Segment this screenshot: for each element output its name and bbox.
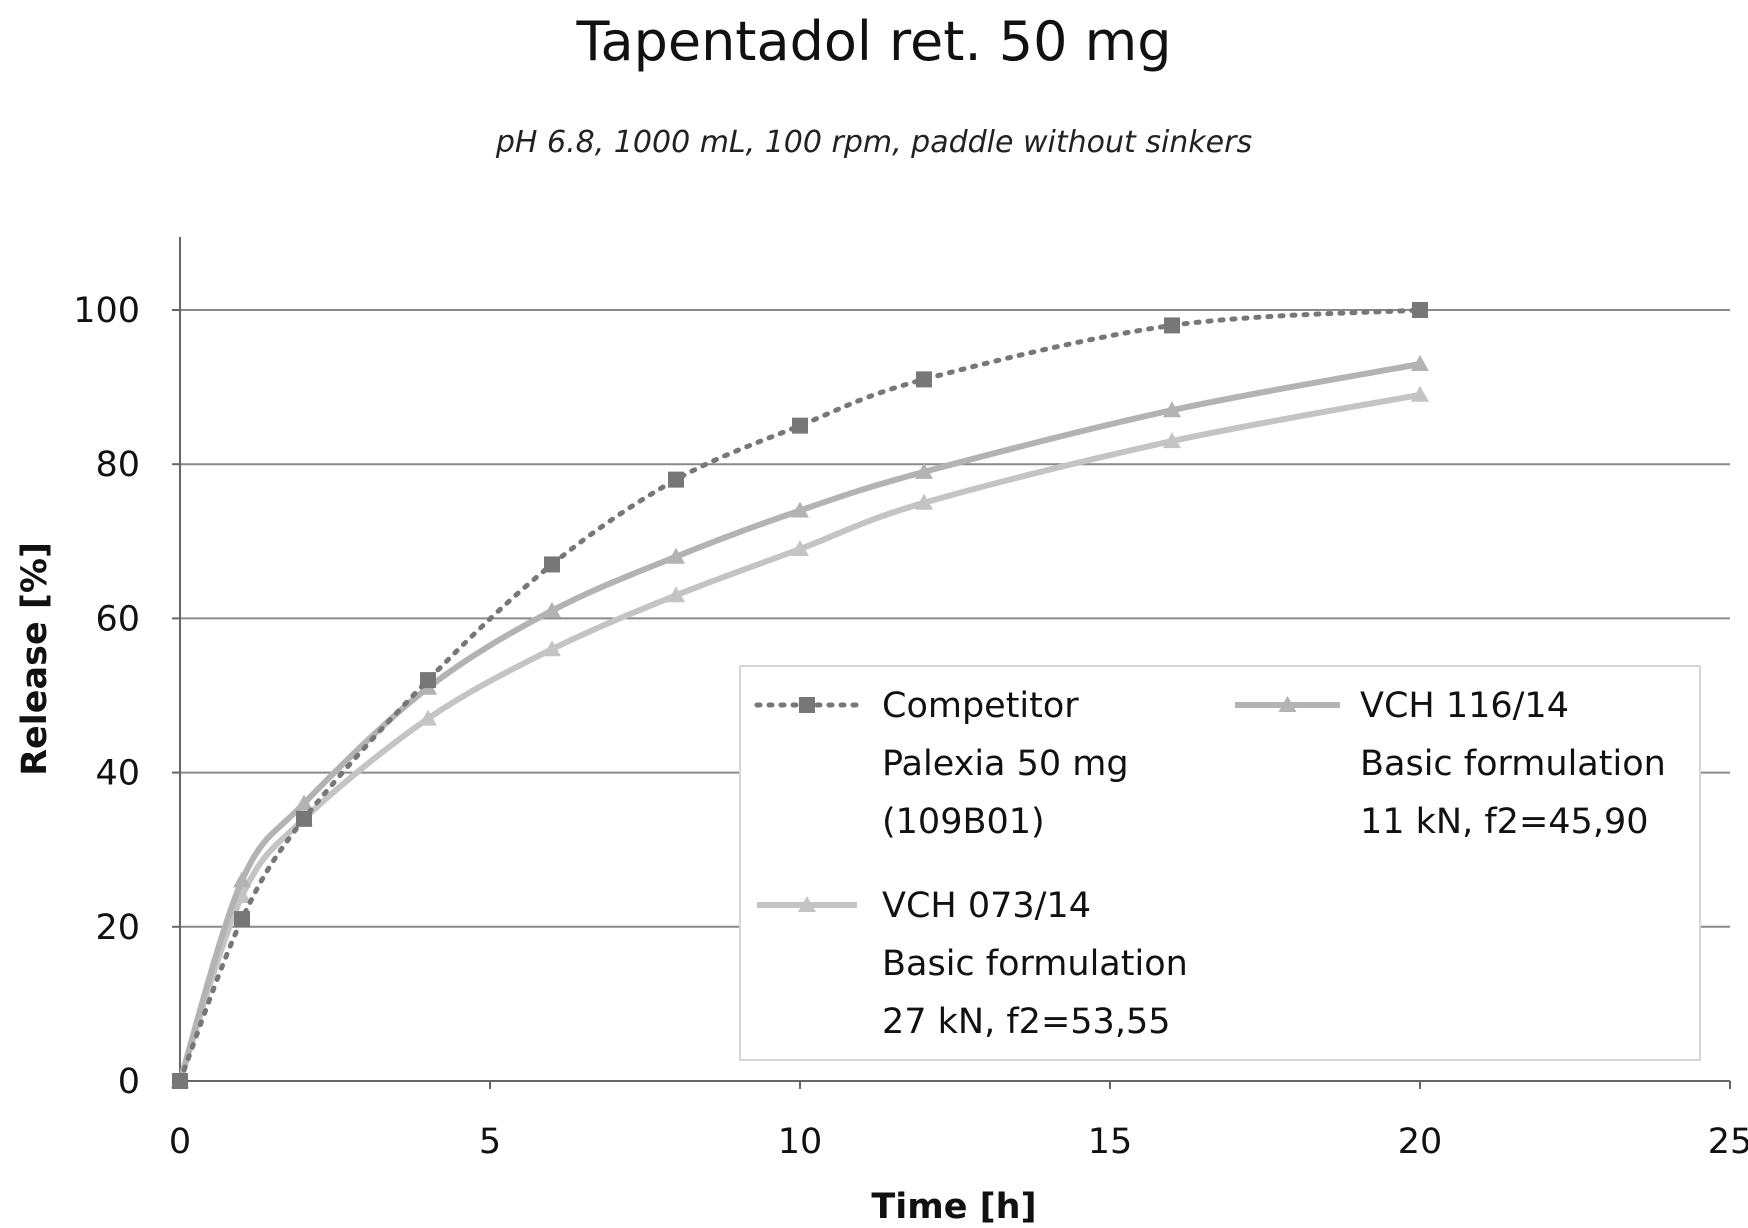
series-line bbox=[177, 361, 1421, 1082]
data-point bbox=[172, 1073, 188, 1089]
data-point bbox=[233, 871, 251, 888]
y-tick-label: 20 bbox=[95, 908, 140, 948]
legend-swatch-marker bbox=[799, 697, 815, 713]
series-3 bbox=[171, 385, 1429, 1088]
legend-entry-1: Competitor Palexia 50 mg (109B01) bbox=[754, 686, 1129, 842]
legend-label: 27 kN, f2=53,55 bbox=[882, 1002, 1170, 1042]
series-line bbox=[177, 307, 1423, 1084]
legend-label: VCH 073/14 bbox=[882, 886, 1091, 926]
data-point bbox=[1412, 302, 1428, 318]
legend-swatch-marker bbox=[798, 896, 816, 912]
legend-entry-2: VCH 116/14 Basic formulation 11 kN, f2=45,… bbox=[1235, 686, 1666, 842]
legend-label: (109B01) bbox=[882, 802, 1045, 842]
data-point bbox=[234, 911, 250, 928]
data-point bbox=[296, 810, 312, 827]
series-line bbox=[177, 391, 1421, 1082]
series-layer bbox=[171, 302, 1429, 1089]
x-tick-label: 15 bbox=[1088, 1122, 1133, 1162]
x-tick-label: 25 bbox=[1708, 1122, 1748, 1162]
x-tick-label: 20 bbox=[1398, 1122, 1443, 1162]
y-tick-label: 60 bbox=[95, 599, 140, 639]
chart-subtitle: pH 6.8, 1000 mL, 100 rpm, paddle without… bbox=[495, 125, 1252, 160]
x-tick-label: 5 bbox=[479, 1122, 501, 1162]
data-point bbox=[791, 501, 809, 518]
data-point bbox=[668, 471, 684, 488]
data-point bbox=[1163, 401, 1181, 418]
axis-ticks: 0 20 40 60 80 100 0 5 10 15 20 25 bbox=[73, 291, 1748, 1162]
x-tick-label: 10 bbox=[778, 1122, 823, 1162]
y-axis-label: Release [%] bbox=[15, 542, 55, 776]
data-point bbox=[667, 547, 685, 564]
data-point bbox=[544, 556, 560, 573]
data-point bbox=[1411, 354, 1429, 371]
legend-label: Basic formulation bbox=[882, 944, 1188, 984]
data-point bbox=[915, 462, 933, 479]
legend-box bbox=[739, 665, 1701, 1061]
legend-swatch-marker bbox=[1278, 696, 1297, 712]
data-point bbox=[1411, 385, 1429, 402]
data-point bbox=[916, 371, 932, 388]
data-point bbox=[1163, 432, 1181, 449]
data-point bbox=[792, 417, 808, 434]
data-point bbox=[1164, 317, 1180, 334]
data-point bbox=[915, 493, 933, 510]
legend: Competitor Palexia 50 mg (109B01) VCH 116/1… bbox=[739, 665, 1701, 1061]
data-point bbox=[420, 672, 436, 689]
legend-label: 11 kN, f2=45,90 bbox=[1360, 802, 1648, 842]
legend-entry-3: VCH 073/14 Basic formulation 27 kN, f2=53,… bbox=[757, 886, 1188, 1042]
data-point bbox=[543, 601, 561, 618]
data-point bbox=[667, 586, 685, 603]
y-tick-label: 40 bbox=[95, 754, 140, 794]
legend-label: VCH 116/14 bbox=[1360, 686, 1569, 726]
x-tick-label: 0 bbox=[169, 1122, 191, 1162]
series-2 bbox=[171, 354, 1429, 1088]
series-1 bbox=[172, 302, 1428, 1089]
data-point bbox=[791, 540, 809, 557]
x-axis-label: Time [h] bbox=[871, 1187, 1036, 1227]
legend-label: Basic formulation bbox=[1360, 744, 1666, 784]
data-point bbox=[419, 709, 437, 726]
legend-label: Palexia 50 mg bbox=[882, 744, 1129, 784]
data-point bbox=[543, 640, 561, 657]
chart-title: Tapentadol ret. 50 mg bbox=[575, 10, 1171, 73]
y-tick-label: 100 bbox=[73, 291, 140, 331]
data-point bbox=[295, 794, 313, 811]
y-tick-label: 0 bbox=[118, 1062, 140, 1102]
y-tick-label: 80 bbox=[95, 445, 140, 485]
legend-label: Competitor bbox=[882, 686, 1079, 726]
